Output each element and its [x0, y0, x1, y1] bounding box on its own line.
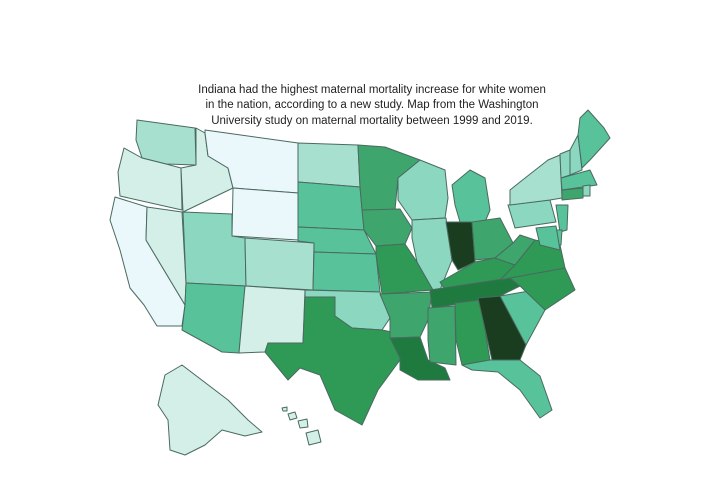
state-nd — [297, 142, 361, 188]
state-ny — [509, 154, 563, 206]
state-md — [535, 225, 561, 251]
state-wv — [494, 234, 536, 266]
state-ak — [157, 364, 263, 456]
state-mn — [357, 144, 421, 211]
state-az — [181, 282, 246, 354]
state-fl — [461, 359, 553, 419]
state-ct — [561, 187, 584, 201]
state-sd — [297, 181, 365, 231]
state-ri — [582, 184, 591, 197]
state-co — [244, 237, 315, 291]
states-layer — [109, 109, 611, 456]
state-nj — [555, 204, 569, 233]
state-wi — [397, 159, 449, 221]
state-tx — [264, 296, 401, 426]
state-la — [389, 336, 451, 381]
state-ga — [477, 295, 527, 361]
map-title-line-3: University study on maternal mortality b… — [211, 115, 533, 127]
state-vt — [559, 149, 571, 179]
state-ms — [427, 305, 457, 366]
state-mi — [451, 169, 491, 223]
map-title-line-2: in the nation, according to a new study.… — [205, 99, 538, 111]
state-in — [445, 221, 476, 271]
state-wy — [231, 187, 299, 241]
state-hi — [281, 406, 322, 446]
map-title: Indiana had the highest maternal mortali… — [198, 84, 546, 127]
map-title-line-1: Indiana had the highest maternal mortali… — [198, 84, 546, 96]
state-ks — [312, 251, 381, 293]
state-me — [577, 109, 611, 169]
